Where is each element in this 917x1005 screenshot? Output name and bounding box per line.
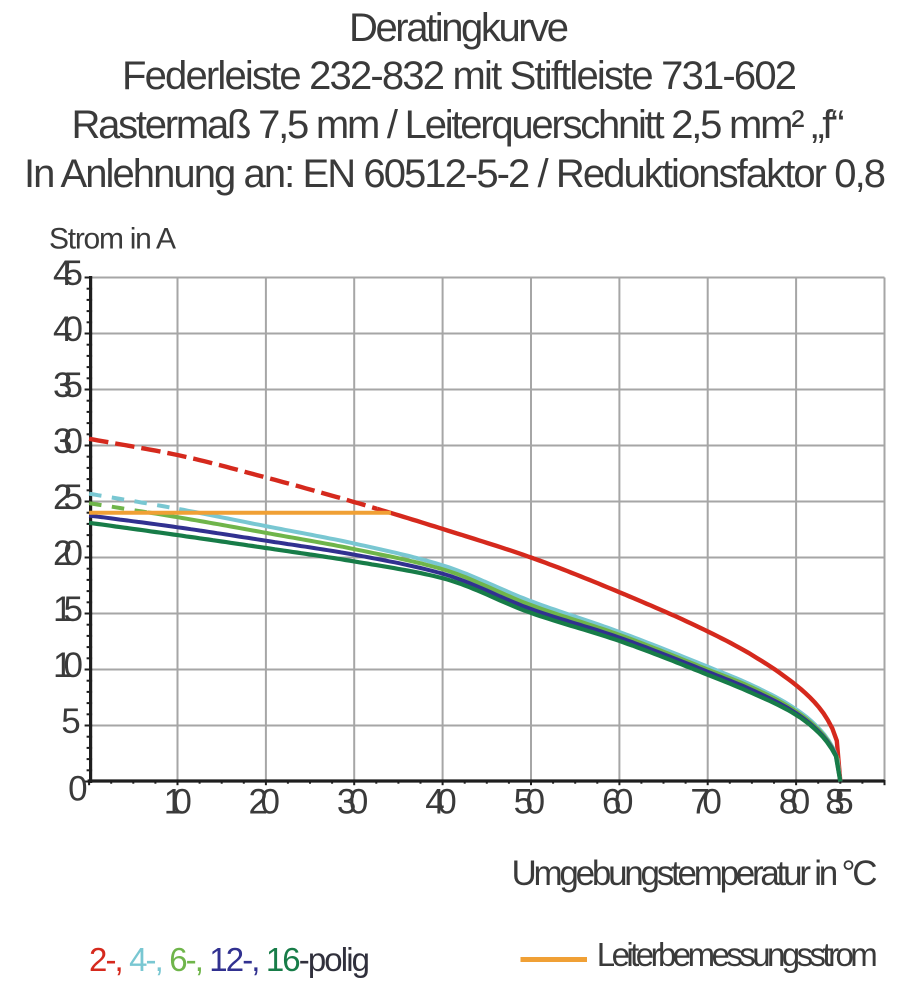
svg-text:Rastermaß 7,5 mm / Leiterquers: Rastermaß 7,5 mm / Leiterquerschnitt 2,5… bbox=[72, 103, 845, 147]
svg-text:Umgebungstemperatur in °C: Umgebungstemperatur in °C bbox=[512, 854, 878, 893]
svg-text:10: 10 bbox=[53, 646, 83, 685]
svg-text:20: 20 bbox=[249, 783, 281, 822]
svg-text:2-, 4-, 6-, 12-, 16-polig: 2-, 4-, 6-, 12-, 16-polig bbox=[89, 941, 370, 978]
svg-text:50: 50 bbox=[514, 783, 546, 822]
svg-text:40: 40 bbox=[425, 783, 457, 822]
svg-text:85: 85 bbox=[825, 783, 853, 822]
svg-text:0: 0 bbox=[68, 770, 87, 809]
svg-text:20: 20 bbox=[53, 534, 83, 573]
svg-text:45: 45 bbox=[53, 254, 83, 293]
svg-text:10: 10 bbox=[164, 783, 192, 822]
svg-text:Leiterbemessungsstrom: Leiterbemessungsstrom bbox=[597, 936, 878, 973]
svg-text:40: 40 bbox=[53, 310, 83, 349]
svg-text:5: 5 bbox=[61, 702, 80, 741]
svg-text:80: 80 bbox=[779, 783, 811, 822]
svg-text:In Anlehnung an: EN 60512-5-2: In Anlehnung an: EN 60512-5-2 / Reduktio… bbox=[24, 152, 886, 196]
svg-text:30: 30 bbox=[337, 783, 369, 822]
svg-text:30: 30 bbox=[53, 422, 83, 461]
svg-text:Federleiste 232-832 mit Stiftl: Federleiste 232-832 mit Stiftleiste 731-… bbox=[122, 54, 797, 98]
svg-text:Deratingkurve: Deratingkurve bbox=[349, 6, 569, 50]
svg-text:25: 25 bbox=[53, 478, 83, 517]
svg-text:15: 15 bbox=[53, 590, 83, 629]
svg-text:35: 35 bbox=[53, 366, 83, 405]
svg-text:70: 70 bbox=[690, 783, 722, 822]
svg-text:60: 60 bbox=[602, 783, 634, 822]
svg-text:Strom in A: Strom in A bbox=[49, 222, 176, 255]
